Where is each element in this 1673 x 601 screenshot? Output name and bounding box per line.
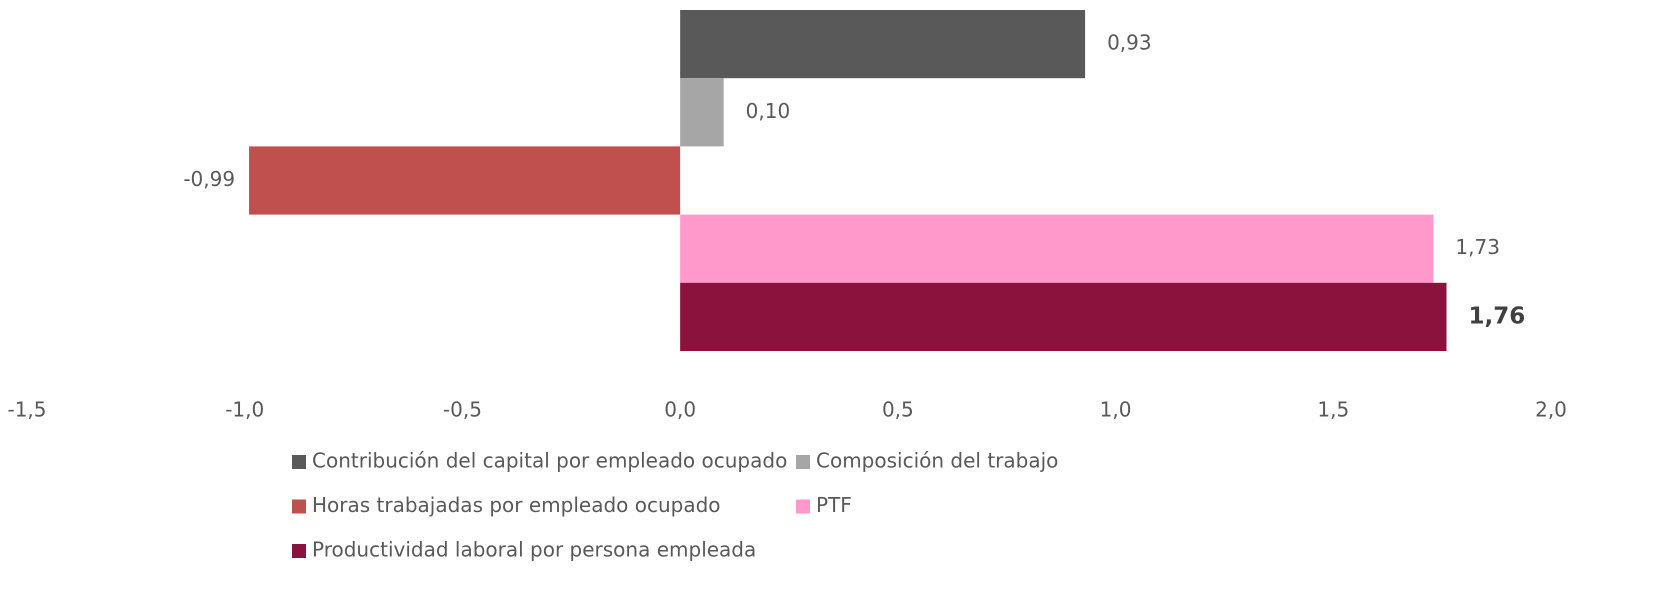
data-label: -0,99 (183, 167, 235, 191)
bar (249, 146, 681, 215)
data-label: 0,93 (1107, 31, 1152, 55)
x-tick-label: 0,0 (664, 398, 696, 422)
legend-label: Horas trabajadas por empleado ocupado (312, 493, 721, 517)
x-tick-label: 2,0 (1535, 398, 1567, 422)
x-tick-label: -1,5 (7, 398, 46, 422)
x-tick-label: -0,5 (443, 398, 482, 422)
x-tick-label: 1,0 (1100, 398, 1132, 422)
x-tick-label: 1,5 (1317, 398, 1349, 422)
legend-label: Productividad laboral por persona emplea… (312, 538, 756, 562)
legend-label: Composición del trabajo (816, 449, 1058, 473)
legend-swatch (292, 499, 306, 514)
legend-swatch (292, 544, 306, 558)
x-tick-label: -1,0 (225, 398, 264, 422)
bar (680, 78, 724, 147)
data-label: 1,73 (1455, 235, 1500, 259)
data-label: 0,10 (746, 99, 791, 123)
legend-swatch (796, 455, 810, 469)
legend-swatch (292, 455, 306, 469)
legend-label: PTF (816, 493, 852, 517)
x-tick-label: 0,5 (882, 398, 914, 422)
bar (680, 214, 1434, 283)
bar (680, 282, 1447, 351)
data-label: 1,76 (1468, 303, 1525, 329)
legend-label: Contribución del capital por empleado oc… (312, 449, 787, 473)
bar (680, 10, 1086, 79)
legend-swatch (796, 499, 810, 514)
